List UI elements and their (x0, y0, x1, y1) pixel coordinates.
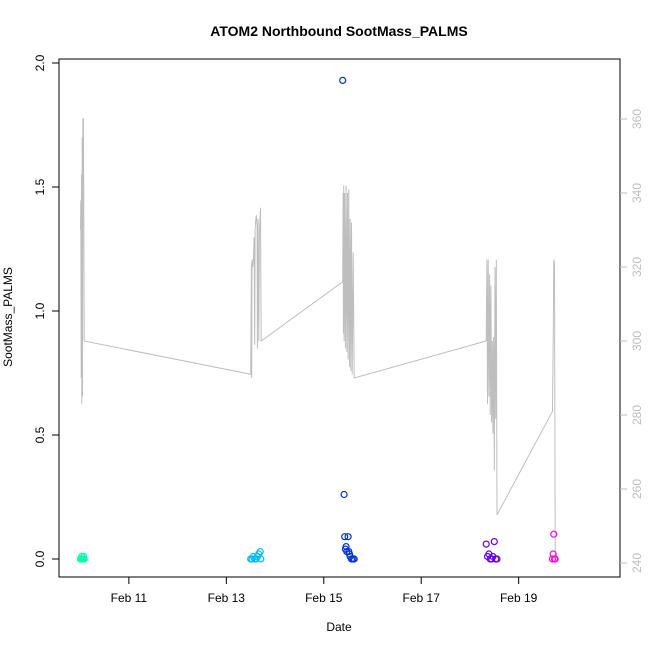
data-point (350, 555, 358, 563)
data-point (493, 555, 501, 563)
data-point (551, 555, 559, 563)
scatter-points (76, 76, 559, 563)
plot-frame (58, 58, 621, 578)
data-point (80, 555, 88, 563)
y-tick-label: 2.0 (33, 54, 47, 71)
y2-tick-label: 320 (630, 257, 644, 277)
data-point (340, 490, 348, 499)
data-point (490, 537, 498, 546)
data-point (339, 76, 347, 85)
series-line (80, 118, 556, 556)
left-axis: 0.0 0.5 1.0 1.5 2.0 (33, 54, 59, 567)
data-point (482, 540, 490, 548)
data-point (257, 555, 265, 563)
line-series (80, 118, 556, 556)
data-point (80, 552, 88, 561)
y-axis-label: SootMass_PALMS (1, 267, 15, 367)
data-point (341, 533, 349, 541)
y2-tick-label: 360 (630, 109, 644, 129)
chart-title: ATOM2 Northbound SootMass_PALMS (210, 23, 467, 39)
y2-tick-label: 240 (630, 553, 644, 573)
data-point (548, 555, 557, 563)
bottom-axis: Feb 11 Feb 13 Feb 15 Feb 17 Feb 19 (111, 577, 538, 605)
x-tick-label: Feb 15 (305, 591, 343, 605)
y-tick-label: 0.0 (33, 550, 47, 567)
data-point (344, 533, 352, 541)
data-point (550, 530, 558, 538)
x-tick-label: Feb 17 (403, 591, 441, 605)
y2-tick-label: 260 (630, 479, 644, 499)
x-tick-label: Feb 13 (208, 591, 246, 605)
x-tick-label: Feb 11 (111, 591, 148, 605)
y-tick-label: 1.0 (33, 302, 47, 319)
y2-tick-label: 340 (630, 183, 644, 203)
y-tick-label: 1.5 (33, 178, 47, 195)
x-tick-label: Feb 19 (500, 591, 538, 605)
y-tick-label: 0.5 (33, 426, 47, 443)
x-axis-label: Date (326, 620, 352, 634)
y2-tick-label: 280 (630, 405, 644, 425)
data-point (256, 547, 264, 556)
right-axis: 240 260 280 300 320 340 360 (620, 109, 644, 573)
y2-tick-label: 300 (630, 331, 644, 351)
